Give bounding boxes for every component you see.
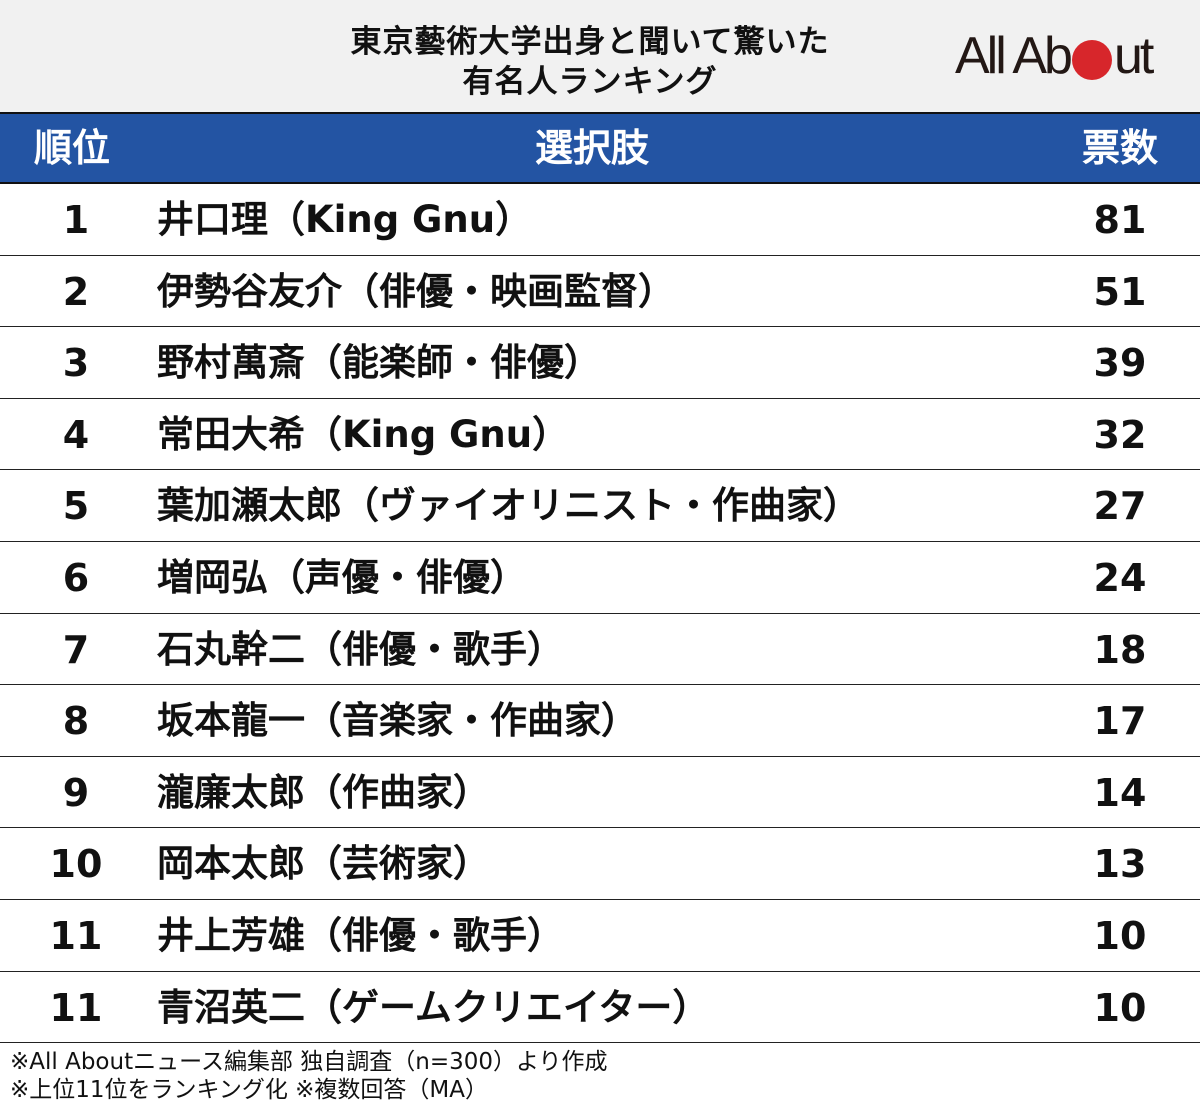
all-about-logo: All Ab ut xyxy=(955,27,1154,85)
name-cell: 坂本龍一（音楽家・作曲家） xyxy=(157,699,638,743)
rank-cell: 11 xyxy=(49,913,103,958)
rank-cell: 2 xyxy=(62,269,90,314)
table-row: 8 坂本龍一（音楽家・作曲家） 17 xyxy=(0,685,1200,757)
table-row: 10 岡本太郎（芸術家） 13 xyxy=(0,828,1200,900)
name-cell: 伊勢谷友介（俳優・映画監督） xyxy=(157,269,675,313)
table-row: 3 野村萬斎（能楽師・俳優） 39 xyxy=(0,327,1200,399)
name-cell: 増岡弘（声優・俳優） xyxy=(157,555,527,599)
votes-cell: 14 xyxy=(1093,770,1147,815)
table-row: 5 葉加瀬太郎（ヴァイオリニスト・作曲家） 27 xyxy=(0,470,1200,542)
logo-text-right: ut xyxy=(1113,27,1154,85)
ranking-table: 1 井口理（King Gnu） 81 2 伊勢谷友介（俳優・映画監督） 51 3 野村萬斎… xyxy=(0,184,1200,1044)
header-rank: 順位 xyxy=(34,126,111,170)
name-cell: 青沼英二（ゲームクリエイター） xyxy=(157,985,710,1029)
rank-cell: 11 xyxy=(49,985,103,1030)
votes-cell: 13 xyxy=(1093,842,1147,887)
votes-cell: 51 xyxy=(1093,269,1147,314)
table-row: 9 瀧廉太郎（作曲家） 14 xyxy=(0,757,1200,829)
title-line-2: 有名人ランキング xyxy=(462,64,718,100)
header-votes: 票数 xyxy=(1082,126,1159,170)
chart-title: 東京藝術大学出身と聞いて驚いた 有名人ランキング xyxy=(240,22,940,102)
name-cell: 葉加瀬太郎（ヴァイオリニスト・作曲家） xyxy=(157,484,860,528)
votes-cell: 10 xyxy=(1093,913,1147,958)
votes-cell: 39 xyxy=(1093,341,1147,386)
rank-cell: 1 xyxy=(62,198,90,242)
footnote-source: ※All Aboutニュース編集部 独自調査（n=300）より作成 xyxy=(10,1049,608,1075)
title-bar: 東京藝術大学出身と聞いて驚いた 有名人ランキング All Ab ut xyxy=(0,0,1200,112)
votes-cell: 24 xyxy=(1093,555,1147,600)
rank-cell: 8 xyxy=(62,699,90,744)
table-row: 1 井口理（King Gnu） 81 xyxy=(0,184,1200,256)
table-row: 2 伊勢谷友介（俳優・映画監督） 51 xyxy=(0,256,1200,328)
footnotes: ※All Aboutニュース編集部 独自調査（n=300）より作成 ※上位11位… xyxy=(10,1048,608,1104)
table-row: 6 増岡弘（声優・俳優） 24 xyxy=(0,542,1200,614)
votes-cell: 10 xyxy=(1093,985,1147,1030)
rank-cell: 10 xyxy=(49,842,103,887)
table-row: 4 常田大希（King Gnu） 32 xyxy=(0,399,1200,471)
rank-cell: 5 xyxy=(62,484,90,529)
table-row: 11 井上芳雄（俳優・歌手） 10 xyxy=(0,900,1200,972)
logo-red-dot-icon xyxy=(1071,40,1112,80)
votes-cell: 27 xyxy=(1093,484,1147,529)
rank-cell: 7 xyxy=(62,627,90,672)
rank-cell: 9 xyxy=(62,770,90,815)
name-cell: 瀧廉太郎（作曲家） xyxy=(157,770,490,814)
name-cell: 常田大希（King Gnu） xyxy=(157,412,570,456)
rank-cell: 4 xyxy=(62,412,90,457)
table-row: 11 青沼英二（ゲームクリエイター） 10 xyxy=(0,972,1200,1044)
logo-text-left: All Ab xyxy=(955,27,1073,85)
footnote-method: ※上位11位をランキング化 ※複数回答（MA） xyxy=(10,1077,489,1103)
votes-cell: 32 xyxy=(1093,412,1147,457)
rank-cell: 3 xyxy=(62,341,90,386)
name-cell: 岡本太郎（芸術家） xyxy=(157,842,490,886)
header-choice: 選択肢 xyxy=(535,126,650,170)
rank-cell: 6 xyxy=(62,555,90,600)
name-cell: 野村萬斎（能楽師・俳優） xyxy=(157,341,601,385)
table-header: 順位 選択肢 票数 xyxy=(0,112,1200,184)
votes-cell: 18 xyxy=(1093,627,1147,672)
name-cell: 井上芳雄（俳優・歌手） xyxy=(157,913,564,957)
title-line-1: 東京藝術大学出身と聞いて驚いた xyxy=(350,24,830,60)
votes-cell: 17 xyxy=(1093,699,1147,744)
votes-cell: 81 xyxy=(1093,198,1147,242)
name-cell: 井口理（King Gnu） xyxy=(157,198,533,241)
table-row: 7 石丸幹二（俳優・歌手） 18 xyxy=(0,614,1200,686)
name-cell: 石丸幹二（俳優・歌手） xyxy=(157,627,564,671)
